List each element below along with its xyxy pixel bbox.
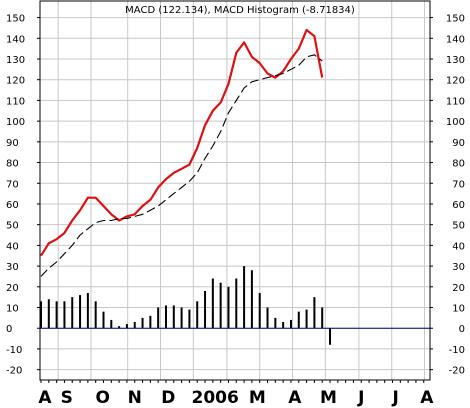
y-tick-label-left: 100 (6, 117, 25, 128)
x-axis-label: A (288, 388, 302, 408)
x-axis-label: O (95, 388, 109, 408)
y-tick-label-left: 110 (6, 96, 25, 107)
y-tick-label-left: 20 (6, 283, 19, 294)
signal-line (40, 54, 323, 277)
x-label-layer: A S O N D 2006 M A M J J A (38, 380, 434, 408)
y-tick-label-right: -20 (449, 366, 465, 377)
y-tick-label-left: -10 (6, 345, 22, 356)
y-tick-label-left: -20 (6, 366, 22, 377)
chart-title: MACD (122.134), MACD Histogram (-8.71834… (125, 5, 355, 16)
x-axis-label: S (61, 388, 73, 408)
y-tick-label-left: 90 (6, 138, 19, 149)
series-layer (40, 28, 324, 277)
x-axis-label: A (420, 388, 434, 408)
y-tick-label-left: 130 (6, 55, 25, 66)
x-axis-label: J (357, 388, 364, 408)
x-axis-label: D (161, 388, 175, 408)
y-tick-label-right: 60 (452, 200, 465, 211)
x-axis-label: N (128, 388, 142, 408)
y-tick-label-right: 120 (446, 76, 465, 87)
y-tick-label-left: 60 (6, 200, 19, 211)
y-tick-layer: -20 -20 -10 -10 0 0 10 10 20 20 30 30 40 40 50 50 60 60 70… (6, 14, 465, 377)
y-tick-label-left: 80 (6, 159, 19, 170)
y-tick-label-right: 80 (452, 159, 465, 170)
y-tick-label-right: 0 (459, 324, 465, 335)
histogram-layer (40, 266, 332, 345)
y-tick-label-right: 100 (446, 117, 465, 128)
y-tick-label-left: 70 (6, 179, 19, 190)
y-tick-label-left: 140 (6, 34, 25, 45)
x-axis-label: M (320, 388, 337, 408)
y-tick-label-left: 40 (6, 241, 19, 252)
y-tick-label-right: 150 (446, 14, 465, 25)
x-axis-label: 2006 (192, 388, 239, 408)
y-tick-label-left: 0 (6, 324, 12, 335)
plot-frame (39, 0, 431, 381)
y-tick-label-right: 40 (452, 241, 465, 252)
y-tick-label-right: 20 (452, 283, 465, 294)
y-tick-label-left: 10 (6, 304, 19, 315)
y-tick-label-right: 30 (452, 262, 465, 273)
y-tick-label-left: 120 (6, 76, 25, 87)
y-tick-label-right: 140 (446, 34, 465, 45)
x-axis-label: A (38, 388, 52, 408)
y-tick-label-left: 150 (6, 14, 25, 25)
x-axis-label: J (391, 388, 398, 408)
y-tick-label-right: 90 (452, 138, 465, 149)
y-tick-label-right: 70 (452, 179, 465, 190)
y-tick-label-left: 30 (6, 262, 19, 273)
y-tick-label-right: 110 (446, 96, 465, 107)
macd-line (40, 28, 324, 257)
y-tick-label-right: -10 (449, 345, 465, 356)
y-tick-label-right: 50 (452, 221, 465, 232)
y-tick-label-left: 50 (6, 221, 19, 232)
y-tick-label-right: 10 (452, 304, 465, 315)
x-axis-label: M (249, 388, 266, 408)
y-tick-label-right: 130 (446, 55, 465, 66)
